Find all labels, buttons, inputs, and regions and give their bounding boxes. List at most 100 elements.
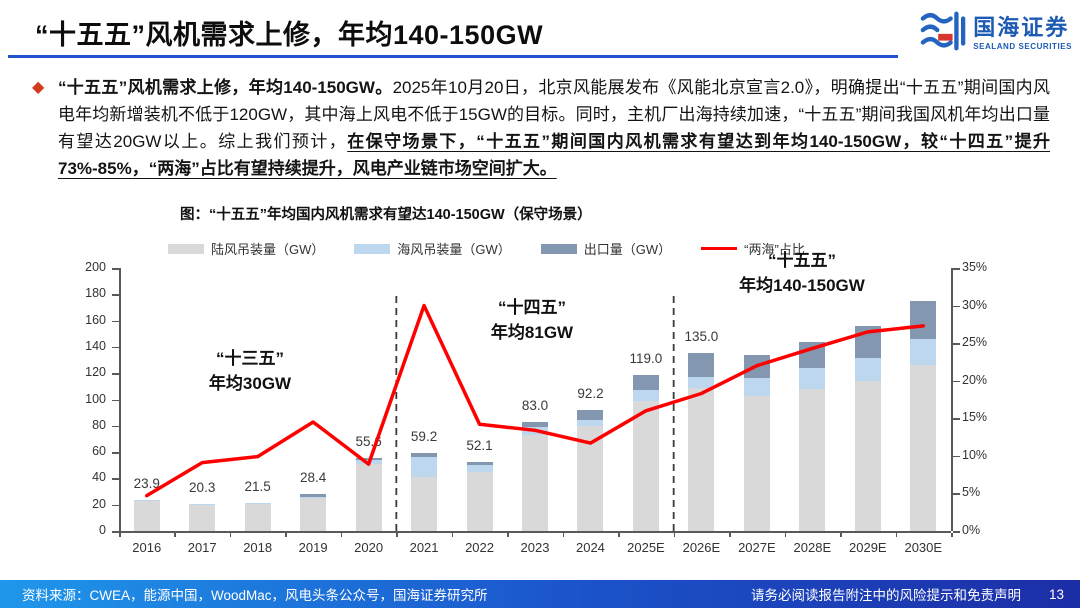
legend-label: 海风吊装量（GW） — [397, 242, 511, 257]
footer-right: 请务必阅读报告附注中的风险提示和免责声明 13 — [751, 584, 1064, 604]
y-axis-tick-label-left: 160 — [85, 312, 106, 327]
y-axis-tick-right — [952, 268, 960, 270]
bar-segment — [466, 465, 493, 473]
company-logo: 国海证券 SEALAND SECURITIES — [920, 9, 1072, 58]
bar-segment — [910, 300, 937, 339]
y-axis-tick-left — [112, 478, 119, 480]
bar-segment — [743, 378, 770, 396]
x-axis-label: 2028E — [793, 540, 832, 555]
x-axis-label: 2023 — [520, 540, 550, 555]
x-axis-tick — [895, 532, 898, 537]
y-axis-tick-left — [112, 268, 119, 270]
period-annotation-line1: “十三五” — [216, 349, 284, 368]
bar-segment — [355, 464, 382, 531]
bar-segment — [799, 388, 826, 531]
x-axis-tick — [729, 532, 731, 537]
bar-segment — [300, 493, 327, 497]
bar-segment — [799, 367, 826, 389]
period-annotation-line1: “十五五” — [767, 251, 836, 270]
period-annotation-line2: 年均140-150GW — [739, 276, 865, 295]
period-annotation-line2: 年均81GW — [490, 323, 574, 342]
sealand-logo-icon — [920, 9, 966, 58]
y-axis-tick-left — [112, 452, 119, 454]
period-annotation-line2: 年均30GW — [208, 374, 292, 393]
x-axis-tick — [119, 532, 121, 537]
y-axis-tick-label-left: 140 — [85, 338, 106, 353]
bar-segment — [133, 500, 160, 531]
y-axis-tick-left — [112, 346, 119, 349]
bar-segment — [854, 381, 881, 531]
bar-total-label: 20.3 — [189, 480, 216, 496]
bar-segment — [632, 390, 659, 401]
footer-bar: 资料来源：CWEA，能源中国，WoodMac，风电头条公众号，国海证券研究所 请… — [0, 580, 1080, 608]
legend-item: 陆风吊装量（GW） — [168, 239, 324, 258]
bar-segment — [355, 457, 382, 461]
title-divider — [8, 55, 898, 58]
bar-segment — [854, 358, 881, 382]
x-axis-label: 2020 — [354, 540, 384, 555]
page-title: “十五五”风机需求上修，年均140-150GW — [35, 20, 544, 50]
y-axis-tick-left — [112, 504, 119, 507]
bar-segment — [910, 339, 937, 366]
bar-segment — [189, 505, 216, 531]
bar-segment — [189, 504, 216, 506]
bar-segment — [910, 365, 937, 531]
bar-segment — [244, 504, 271, 531]
y-axis-tick-label-left: 80 — [92, 417, 106, 432]
x-axis-label: 2025E — [627, 540, 665, 555]
x-axis-label: 2022 — [465, 540, 494, 555]
period-annotation: “十三五” 年均30GW — [209, 346, 291, 396]
x-axis-tick — [951, 532, 953, 537]
bar-segment — [133, 499, 160, 501]
x-axis-label: 2018 — [243, 540, 273, 555]
bar-segment — [244, 502, 271, 505]
bar-segment — [300, 496, 327, 498]
legend-label: “两海”占比 — [744, 242, 805, 257]
x-axis-tick — [784, 532, 787, 537]
bar-segment — [411, 453, 438, 458]
y-axis-tick-label-left: 100 — [85, 391, 106, 406]
y-axis-tick-label-left: 0 — [99, 523, 106, 537]
y-axis-tick-label-right: 25% — [962, 335, 988, 350]
y-axis-tick-label-left: 180 — [85, 286, 106, 301]
bar-total-label: 55.6 — [355, 433, 382, 449]
bar-segment — [688, 353, 715, 377]
y-axis-tick-left — [112, 531, 119, 533]
x-axis-tick — [285, 532, 287, 537]
bar-segment — [688, 387, 715, 531]
x-axis-tick — [174, 532, 176, 537]
paragraph-regular: 2025年10月20日，北京风能展发布《风能北京宣言2.0》，明确提出“十五五”… — [58, 78, 1050, 151]
y-axis-tick-left — [112, 373, 119, 375]
logo-cn-text: 国海证券 — [973, 15, 1070, 40]
x-axis-tick — [507, 532, 509, 537]
bar-segment — [355, 460, 382, 465]
page-number: 13 — [1048, 586, 1064, 602]
x-axis-label: 2026E — [682, 540, 721, 555]
bar-segment — [300, 497, 327, 531]
y-axis-tick-label-right: 5% — [962, 485, 981, 500]
x-axis-label: 2029E — [849, 540, 887, 555]
chart-legend: 陆风吊装量（GW） 海风吊装量（GW） 出口量（GW） “两海”占比 — [168, 239, 805, 258]
x-axis-tick — [451, 532, 454, 537]
x-axis-label: 2019 — [298, 540, 328, 555]
bar-segment — [743, 395, 770, 531]
y-axis-tick-right — [952, 380, 960, 383]
legend-item: “两海”占比 — [701, 239, 805, 258]
period-annotation-line1: “十四五” — [498, 298, 566, 317]
y-axis-right — [951, 268, 953, 531]
legend-item: 海风吊装量（GW） — [354, 239, 511, 258]
legend-label: 出口量（GW） — [583, 242, 672, 257]
bar-total-label: 52.1 — [466, 438, 493, 454]
x-axis-label: 2021 — [409, 540, 439, 555]
x-axis-label: 2027E — [738, 540, 776, 555]
x-axis-tick — [618, 532, 620, 537]
legend-swatch-icon — [540, 243, 577, 254]
y-axis-tick-right — [952, 493, 960, 495]
y-axis-tick-label-right: 35% — [962, 260, 988, 274]
x-axis-label: 2030E — [904, 540, 943, 555]
y-axis-tick-label-left: 40 — [92, 470, 106, 485]
legend-swatch-icon — [354, 243, 391, 254]
bar-segment — [799, 341, 826, 368]
paragraph-bold-lead: “十五五”风机需求上修，年均140-150GW。 — [58, 78, 393, 97]
bar-total-label: 23.9 — [133, 475, 160, 491]
